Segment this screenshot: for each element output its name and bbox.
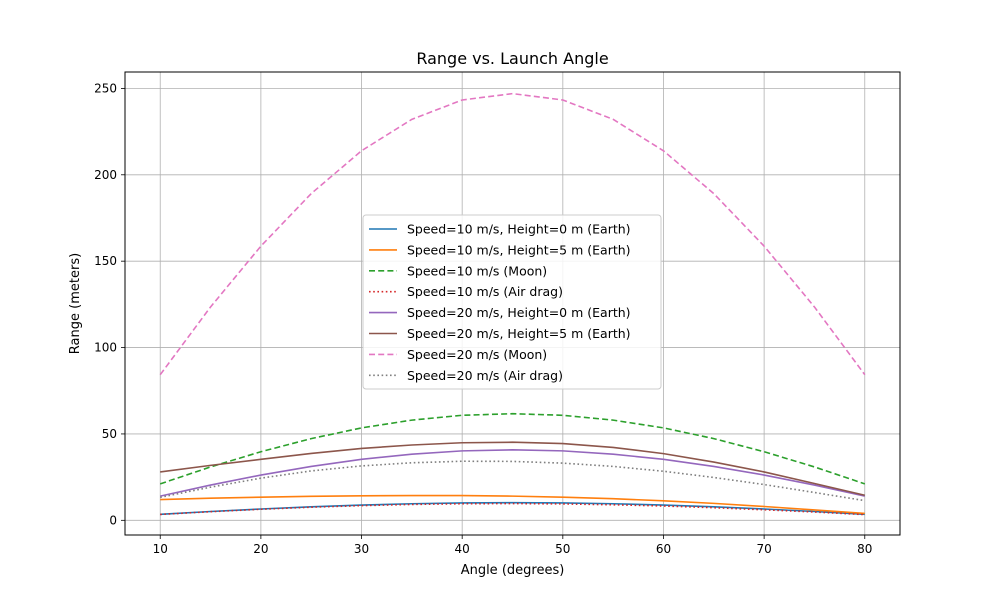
x-tick-label: 30: [354, 542, 369, 556]
legend-box: [362, 214, 662, 390]
y-tick-label: 100: [94, 341, 117, 355]
legend-label: Speed=10 m/s (Moon): [407, 263, 547, 278]
x-tick-label: 20: [253, 542, 268, 556]
series-line-3: [159, 412, 866, 485]
x-tick-label: 80: [857, 542, 872, 556]
x-tick-label: 40: [455, 542, 470, 556]
plot-frame: [124, 71, 901, 536]
series-line-5: [160, 449, 865, 497]
y-tick-label: 0: [109, 513, 117, 527]
x-tick-label: 60: [656, 542, 671, 556]
chart-title: Range vs. Launch Angle: [416, 49, 608, 68]
y-tick-label: 150: [94, 254, 117, 268]
x-axis-label: Angle (degrees): [461, 563, 565, 578]
series-line-7: [159, 92, 866, 376]
legend-label: Speed=20 m/s (Moon): [407, 347, 547, 362]
legend-label: Speed=10 m/s, Height=5 m (Earth): [407, 242, 631, 257]
series-line-1: [160, 501, 865, 516]
legend-label: Speed=20 m/s (Air drag): [407, 368, 563, 383]
legend-label: Speed=20 m/s, Height=0 m (Earth): [407, 305, 631, 320]
legend-label: Speed=10 m/s (Air drag): [407, 284, 563, 299]
x-tick-label: 10: [153, 542, 168, 556]
x-tick-label: 50: [555, 542, 570, 556]
series-line-6: [160, 441, 865, 497]
legend-label: Speed=20 m/s, Height=5 m (Earth): [407, 326, 631, 341]
y-tick-label: 250: [94, 81, 117, 95]
legend-label: Speed=10 m/s, Height=0 m (Earth): [407, 222, 631, 237]
y-axis-label: Range (meters): [68, 253, 83, 354]
y-tick-label: 50: [102, 427, 117, 441]
x-tick-label: 70: [756, 542, 771, 556]
series-line-2: [160, 494, 865, 515]
legend: Speed=10 m/s, Height=0 m (Earth) Speed=10…: [362, 214, 662, 390]
y-tick-label: 200: [94, 168, 117, 182]
